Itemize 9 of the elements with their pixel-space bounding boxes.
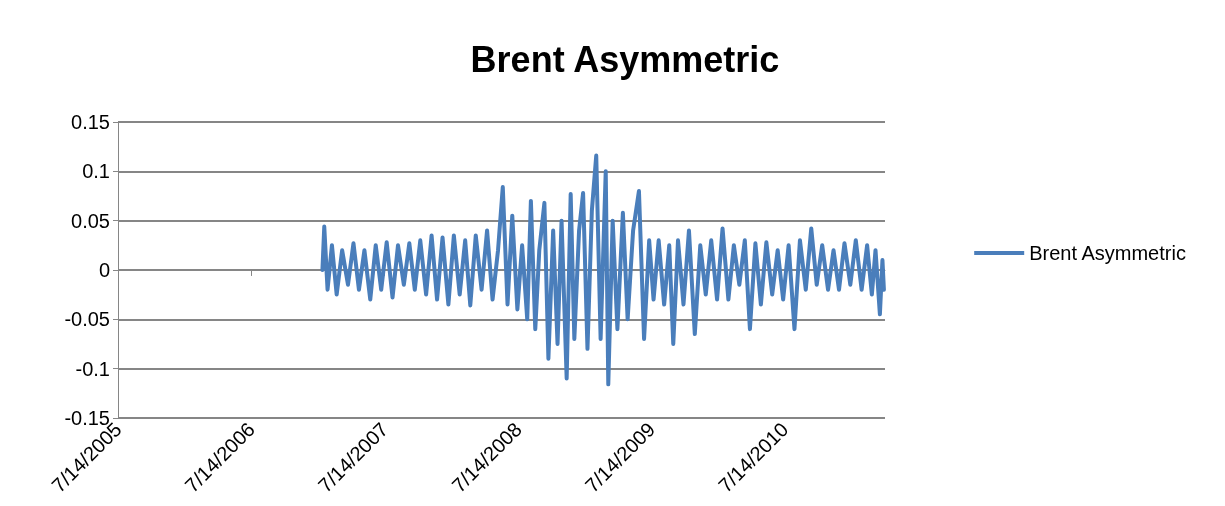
chart-title: Brent Asymmetric [470,38,780,80]
y-tick-label: -0.1 [75,357,110,380]
y-tick-label: 0.1 [82,160,110,183]
y-tick-label: 0.15 [71,111,110,133]
y-tick-label: 0 [98,258,110,281]
y-tick-label: -0.05 [64,308,110,331]
y-tick-label: 0.05 [71,209,110,232]
legend-label: Brent Asymmetric [1029,242,1186,264]
line-series [320,153,886,387]
